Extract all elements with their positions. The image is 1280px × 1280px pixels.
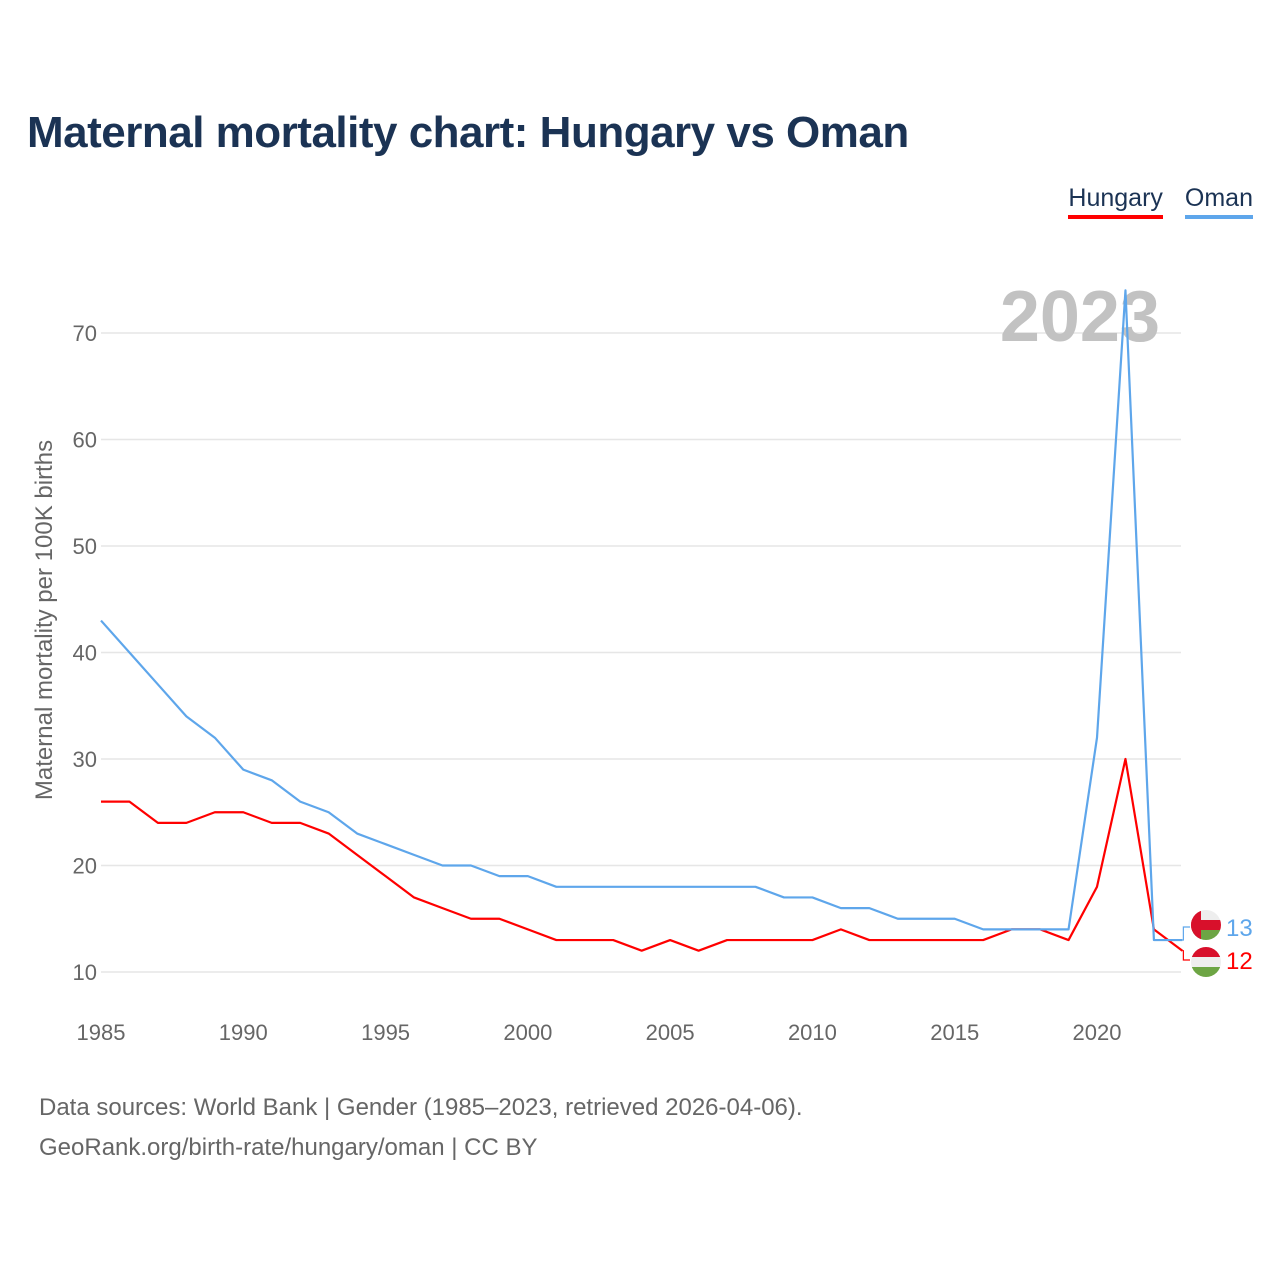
flag-oman-icon: [1191, 910, 1221, 940]
x-tick-label: 1985: [77, 1020, 126, 1045]
x-tick-label: 2005: [646, 1020, 695, 1045]
x-tick-label: 2015: [930, 1020, 979, 1045]
legend-oman[interactable]: Oman: [1184, 184, 1253, 219]
chart-title: Maternal mortality chart: Hungary vs Oma…: [27, 108, 909, 157]
y-tick-label: 70: [73, 321, 97, 346]
end-value-oman: 13: [1226, 915, 1253, 942]
year-watermark: 2023: [1000, 277, 1160, 357]
y-tick-label: 40: [73, 641, 97, 666]
legend-hungary[interactable]: Hungary: [1068, 184, 1163, 219]
series-line-oman: [100, 289, 1183, 942]
x-tick-label: 2000: [503, 1020, 552, 1045]
source-text: Data sources: World Bank | Gender (1985–…: [39, 1094, 803, 1121]
y-axis-label: Maternal mortality per 100K births: [31, 440, 58, 800]
x-tick-label: 2020: [1073, 1020, 1122, 1045]
footer: Data sources: World Bank | Gender (1985–…: [39, 1088, 803, 1168]
y-tick-label: 10: [73, 960, 97, 985]
y-tick-label: 60: [73, 428, 97, 453]
x-tick-label: 1990: [219, 1020, 268, 1045]
end-connector: [1182, 926, 1190, 941]
source-link[interactable]: GeoRank.org/birth-rate/hungary/oman | CC…: [39, 1134, 538, 1161]
y-tick-label: 20: [73, 854, 97, 879]
flag-hungary-icon: [1191, 947, 1221, 977]
legend: Hungary Oman: [1068, 184, 1253, 219]
end-value-hungary: 12: [1226, 948, 1253, 975]
y-tick-label: 50: [73, 534, 97, 559]
end-connector: [1182, 950, 1190, 961]
series-line-hungary: [101, 757, 1184, 952]
x-tick-label: 2010: [788, 1020, 837, 1045]
y-tick-label: 30: [73, 747, 97, 772]
x-tick-label: 1995: [361, 1020, 410, 1045]
